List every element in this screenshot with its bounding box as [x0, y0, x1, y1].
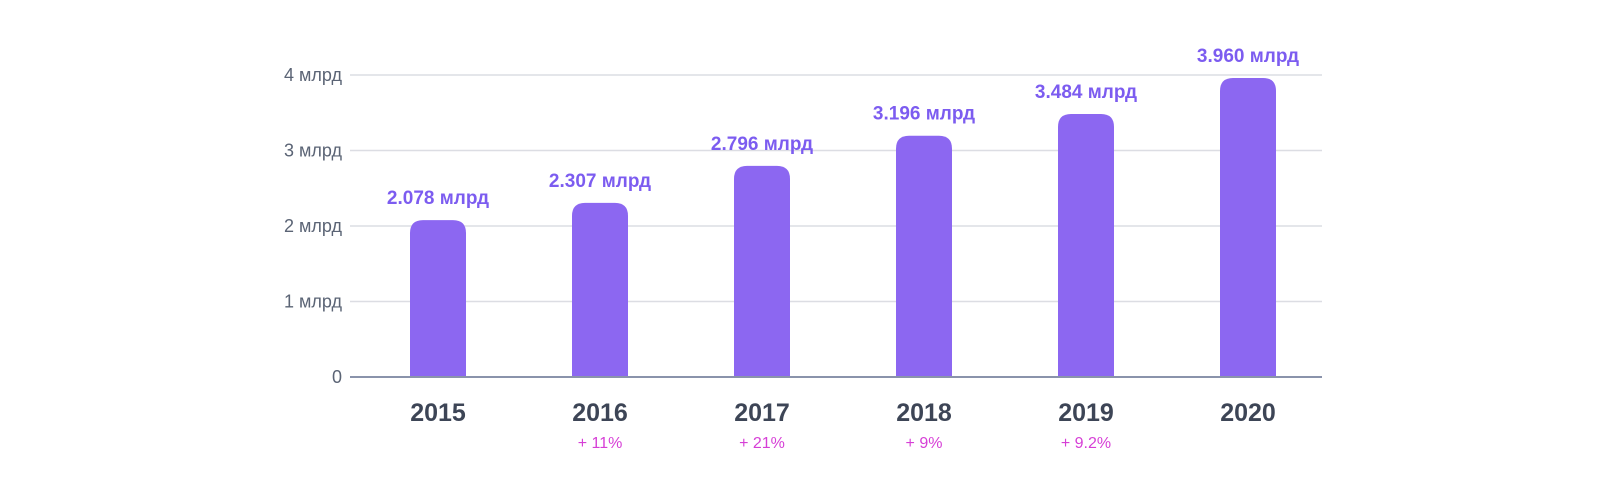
data-label-2015: 2.078 млрд	[387, 188, 489, 209]
growth-label-2016: + 11%	[578, 435, 623, 452]
y-tick-label: 4 млрд	[284, 65, 342, 85]
data-label-2016: 2.307 млрд	[549, 171, 651, 192]
x-tick-label-2017: 2017	[734, 399, 790, 427]
bar-2017	[734, 165, 790, 377]
y-axis-ticks: 0 1 млрд 2 млрд 3 млрд 4 млрд	[284, 65, 342, 387]
data-labels: 2.078 млрд 2.307 млрд 2.796 млрд 3.196 млрд…	[387, 46, 1299, 209]
growth-label-2017: + 21%	[739, 435, 785, 452]
data-label-2018: 3.196 млрд	[873, 104, 975, 125]
data-label-2017: 2.796 млрд	[711, 134, 813, 155]
x-tick-label-2020: 2020	[1220, 399, 1276, 427]
x-tick-label-2019: 2019	[1058, 399, 1114, 427]
gridlines	[350, 74, 1322, 303]
bars	[410, 78, 1276, 378]
y-tick-label: 1 млрд	[284, 292, 342, 312]
bar-2019	[1058, 113, 1114, 377]
growth-label-2018: + 9%	[906, 435, 943, 452]
growth-labels: + 11% + 21% + 9% + 9.2%	[578, 435, 1111, 452]
bar-2020	[1220, 78, 1276, 378]
bar-2018	[896, 135, 952, 377]
y-tick-label: 2 млрд	[284, 216, 342, 236]
y-tick-label: 3 млрд	[284, 141, 342, 161]
bar-2015	[410, 220, 466, 377]
growth-label-2019: + 9.2%	[1061, 435, 1111, 452]
x-tick-label-2018: 2018	[896, 399, 952, 427]
x-tick-label-2016: 2016	[572, 399, 628, 427]
data-label-2019: 3.484 млрд	[1035, 82, 1137, 103]
x-tick-label-2015: 2015	[410, 399, 466, 427]
y-tick-label: 0	[332, 367, 342, 387]
x-axis-ticks: 2015 2016 2017 2018 2019 2020	[410, 399, 1276, 427]
data-label-2020: 3.960 млрд	[1197, 46, 1299, 67]
bar-2016	[572, 202, 628, 377]
